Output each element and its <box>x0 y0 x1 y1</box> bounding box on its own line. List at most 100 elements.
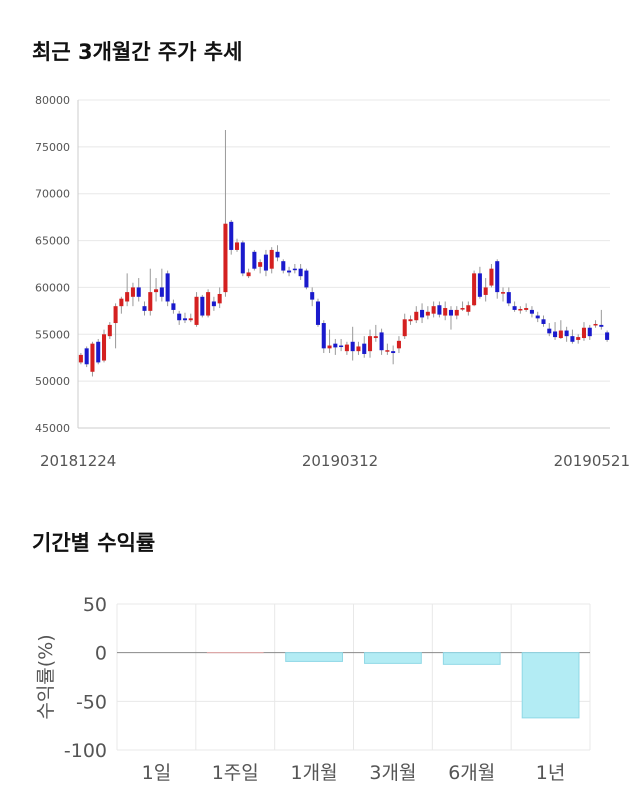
candle-body <box>96 341 101 363</box>
return-bar <box>364 652 422 664</box>
candle-body <box>500 292 506 294</box>
y-tick-label: 55000 <box>35 328 70 341</box>
candle-body <box>281 261 286 271</box>
candle-body <box>477 273 482 297</box>
candle-body <box>90 343 95 372</box>
candle-body <box>576 337 581 340</box>
candle-body <box>263 254 268 271</box>
candle-body <box>165 273 170 302</box>
return-bar <box>442 652 501 665</box>
candle-body <box>304 270 309 288</box>
candle-body <box>443 308 448 316</box>
candle-body <box>113 306 118 324</box>
candle-body <box>246 272 251 277</box>
x-tick-label: 1년 <box>536 762 566 784</box>
x-tick-label: 6개월 <box>448 762 495 784</box>
x-tick-label: 20190312 <box>302 452 378 470</box>
candle-body <box>234 242 240 250</box>
candle-body <box>564 330 569 337</box>
candle-body <box>553 331 558 338</box>
candle-body <box>350 341 355 352</box>
candle-body <box>188 318 193 321</box>
candle-body <box>402 319 407 337</box>
candle-body <box>107 324 112 337</box>
candle-body <box>171 303 176 310</box>
candle-body <box>414 311 419 321</box>
candle-body <box>570 336 575 342</box>
candle-body <box>518 308 523 311</box>
candle-body <box>581 327 587 339</box>
candle-body <box>206 292 211 316</box>
candle-body <box>177 313 182 321</box>
x-tick-label: 20190521 <box>554 452 630 470</box>
candle-body <box>547 328 552 334</box>
candle-body <box>605 332 610 340</box>
candle-body <box>310 292 315 300</box>
candle-body <box>391 351 396 354</box>
y-tick-label: 50000 <box>35 375 70 388</box>
candle-body <box>258 262 263 267</box>
candle-body <box>425 311 430 316</box>
candle-body <box>321 323 326 349</box>
candle-body <box>466 305 471 312</box>
y-axis-label: 수익률(%) <box>35 634 57 719</box>
candle-body <box>524 308 529 310</box>
candle-body <box>408 319 413 322</box>
candle-body <box>194 296 199 325</box>
candle-body <box>558 330 563 339</box>
x-tick-label: 1주일 <box>212 762 259 784</box>
candle-body <box>159 287 164 297</box>
return-bar <box>206 652 264 654</box>
candle-body <box>148 292 153 311</box>
candle-body <box>356 346 361 352</box>
candle-body <box>136 287 141 297</box>
candle-body <box>200 296 205 316</box>
candle-body <box>344 344 349 352</box>
return-bar <box>521 652 580 719</box>
candle-body <box>437 305 442 315</box>
candle-body <box>298 268 303 277</box>
candle-body <box>84 348 89 365</box>
candle-body <box>431 306 436 314</box>
candle-body <box>292 268 297 271</box>
y-tick-label: -50 <box>76 691 107 713</box>
y-tick-label: 65000 <box>35 235 70 248</box>
candle-body <box>333 343 338 348</box>
y-tick-label: 75000 <box>35 141 70 154</box>
candle-body <box>506 292 511 304</box>
y-tick-label: 50 <box>83 594 107 616</box>
candle-body <box>119 298 124 307</box>
x-tick-label: 1일 <box>142 762 172 784</box>
candle-body <box>275 251 280 258</box>
candle-body <box>287 270 292 273</box>
candle-body <box>78 354 83 363</box>
candle-body <box>448 309 454 316</box>
candle-body <box>362 343 367 354</box>
y-tick-label: 60000 <box>35 281 70 294</box>
candle-body <box>495 261 500 293</box>
candle-body <box>489 268 494 286</box>
candle-body <box>512 306 517 310</box>
candle-body <box>587 327 592 337</box>
candle-body <box>182 318 188 321</box>
y-tick-label: 70000 <box>35 188 70 201</box>
candle-body <box>396 340 401 349</box>
candle-body <box>483 287 488 295</box>
price-trend-title: 최근 3개월간 주가 추세 <box>32 40 243 64</box>
return-bar <box>285 652 343 662</box>
candle-body <box>454 309 459 316</box>
candle-body <box>130 287 135 297</box>
y-tick-label: 80000 <box>35 94 70 107</box>
candle-body <box>211 301 216 307</box>
candle-body <box>269 249 274 269</box>
candle-body <box>373 336 378 339</box>
candle-body <box>339 345 344 348</box>
candle-body <box>101 334 107 361</box>
candle-body <box>472 273 477 306</box>
candle-body <box>535 315 540 319</box>
returns-title: 기간별 수익률 <box>32 531 156 555</box>
x-tick-label: 20181224 <box>40 452 116 470</box>
candle-body <box>125 292 130 302</box>
y-tick-label: 45000 <box>35 422 70 435</box>
